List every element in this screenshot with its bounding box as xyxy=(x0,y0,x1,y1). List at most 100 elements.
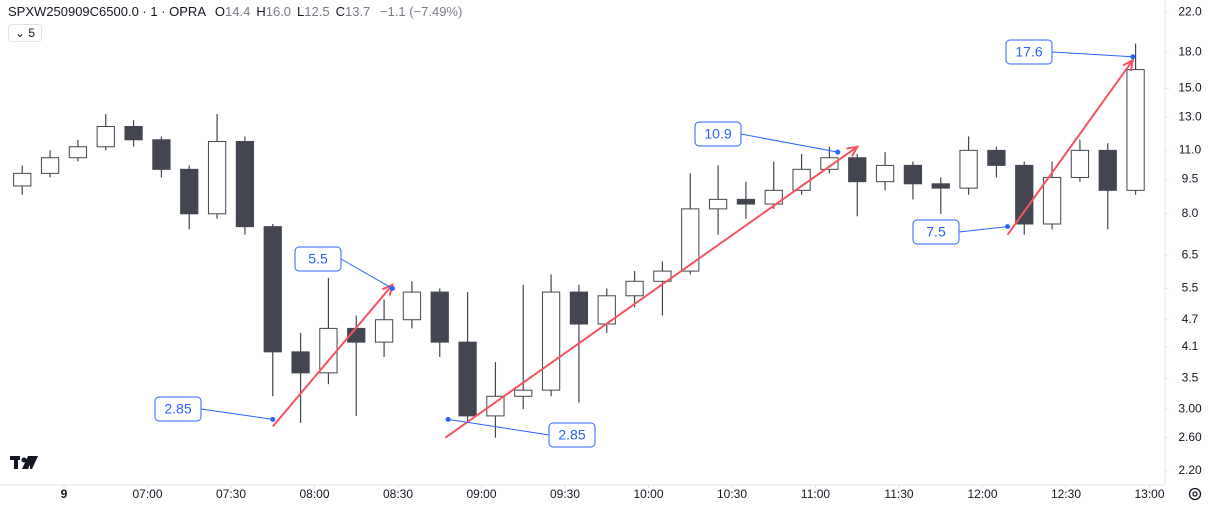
x-tick-label: 10:30 xyxy=(717,487,747,501)
candle-body xyxy=(931,183,950,189)
callout-box xyxy=(694,121,742,147)
candle-body xyxy=(180,168,199,215)
tv-logo xyxy=(10,456,38,469)
candle-body xyxy=(40,157,60,174)
y-tick-label: 15.0 xyxy=(1178,81,1202,95)
callout-leader xyxy=(740,133,838,153)
callout-point xyxy=(445,416,451,422)
candle-body xyxy=(207,141,227,215)
candle-body xyxy=(875,164,895,183)
x-tick-label: 08:30 xyxy=(383,487,413,501)
y-tick-label: 18.0 xyxy=(1178,44,1202,58)
y-tick-label: 5.5 xyxy=(1182,281,1199,295)
arrow-head xyxy=(1122,58,1135,72)
legend-key: H xyxy=(256,4,266,19)
y-tick-label: 3.5 xyxy=(1182,371,1199,385)
y-tick-label: 2.20 xyxy=(1178,463,1202,477)
candle-body xyxy=(625,280,644,297)
x-tick-label: 13:00 xyxy=(1134,487,1164,501)
candle-body xyxy=(681,208,700,272)
candle-body xyxy=(263,226,282,353)
callout-box xyxy=(1005,39,1053,65)
legend-value: 16.0 xyxy=(265,4,292,19)
callout-box xyxy=(548,422,596,448)
candle-body xyxy=(959,149,978,189)
callout-point xyxy=(389,285,395,291)
callout-box xyxy=(154,396,202,422)
candle-body xyxy=(458,341,477,417)
candle-body xyxy=(708,198,728,210)
callout-leader xyxy=(340,258,393,289)
x-tick-label: 9 xyxy=(61,487,68,501)
candle-body xyxy=(124,125,143,141)
legend-header: SPXW250909C6500.0 · 1 · OPRA O14.4 H16.0 L… xyxy=(8,4,462,19)
x-tick-label: 11:30 xyxy=(884,487,913,501)
trend-arrow xyxy=(444,145,858,439)
candle-body xyxy=(541,291,561,391)
candle-body xyxy=(569,291,589,325)
x-tick-label: 10:00 xyxy=(633,487,663,501)
callout-box xyxy=(294,246,342,272)
callout-label: 10.9 xyxy=(704,126,731,142)
legend-key: O xyxy=(214,4,226,19)
callout-leader xyxy=(200,408,273,420)
candle-body xyxy=(903,164,923,185)
callout-leader xyxy=(448,418,550,436)
candle-body xyxy=(235,141,255,228)
callout-label: 5.5 xyxy=(308,251,328,267)
callout-label: 2.85 xyxy=(558,427,585,443)
callout-point xyxy=(1130,54,1136,60)
candle-body xyxy=(1098,149,1117,191)
x-tick-label: 12:00 xyxy=(967,487,997,501)
y-tick-label: 2.60 xyxy=(1178,430,1202,444)
arrow-head xyxy=(846,145,860,157)
candle-body xyxy=(68,146,88,159)
candle-body xyxy=(430,291,449,343)
legend-value: 13.7 xyxy=(344,4,371,19)
settings-icon[interactable] xyxy=(1188,487,1202,501)
candle-body xyxy=(653,270,672,282)
ohlc: O14.4 H16.0 L12.5 C13.7 xyxy=(209,4,370,19)
y-tick-label: 6.5 xyxy=(1182,247,1199,261)
candle-body xyxy=(987,149,1006,166)
trend-arrow xyxy=(1006,59,1134,236)
callout-box xyxy=(912,219,960,245)
candle-body xyxy=(374,319,394,343)
x-tick-label: 08:00 xyxy=(299,487,329,501)
candle-body xyxy=(319,327,338,374)
candle-body xyxy=(152,139,171,170)
x-tick-label: 11:00 xyxy=(801,487,830,501)
callout-point xyxy=(1005,224,1011,230)
candle-body xyxy=(764,189,783,205)
candle-body xyxy=(1042,176,1062,225)
callout-leader xyxy=(958,226,1008,233)
y-tick-label: 4.1 xyxy=(1182,339,1199,353)
candle-body xyxy=(1015,164,1034,225)
candle-body xyxy=(514,389,533,397)
x-tick-label: 09:00 xyxy=(466,487,496,501)
y-tick-label: 22.0 xyxy=(1178,4,1202,18)
x-tick-label: 09:30 xyxy=(550,487,580,501)
candle-body xyxy=(848,157,867,183)
x-tick-label: 12:30 xyxy=(1051,487,1081,501)
callout-label: 17.6 xyxy=(1015,44,1042,60)
callout-label: 2.85 xyxy=(164,401,191,417)
candle-body xyxy=(13,172,32,187)
symbol: SPXW250909C6500.0 · 1 · OPRA xyxy=(8,4,206,19)
trend-arrow xyxy=(271,284,394,428)
y-tick-label: 4.7 xyxy=(1182,312,1199,326)
callout-point xyxy=(835,149,841,155)
y-tick-label: 13.0 xyxy=(1178,109,1202,123)
candle-body xyxy=(820,157,839,170)
candle-body xyxy=(1070,149,1090,178)
interval-dropdown[interactable]: ⌄ 5 xyxy=(8,24,43,42)
y-tick-label: 9.5 xyxy=(1182,172,1199,186)
callout-point xyxy=(270,416,276,422)
legend-value: 14.4 xyxy=(225,4,251,19)
y-tick-label: 3.00 xyxy=(1178,401,1202,415)
interval-count: 5 xyxy=(28,26,36,40)
callout-leader xyxy=(1051,51,1133,58)
arrow-head xyxy=(381,283,394,296)
